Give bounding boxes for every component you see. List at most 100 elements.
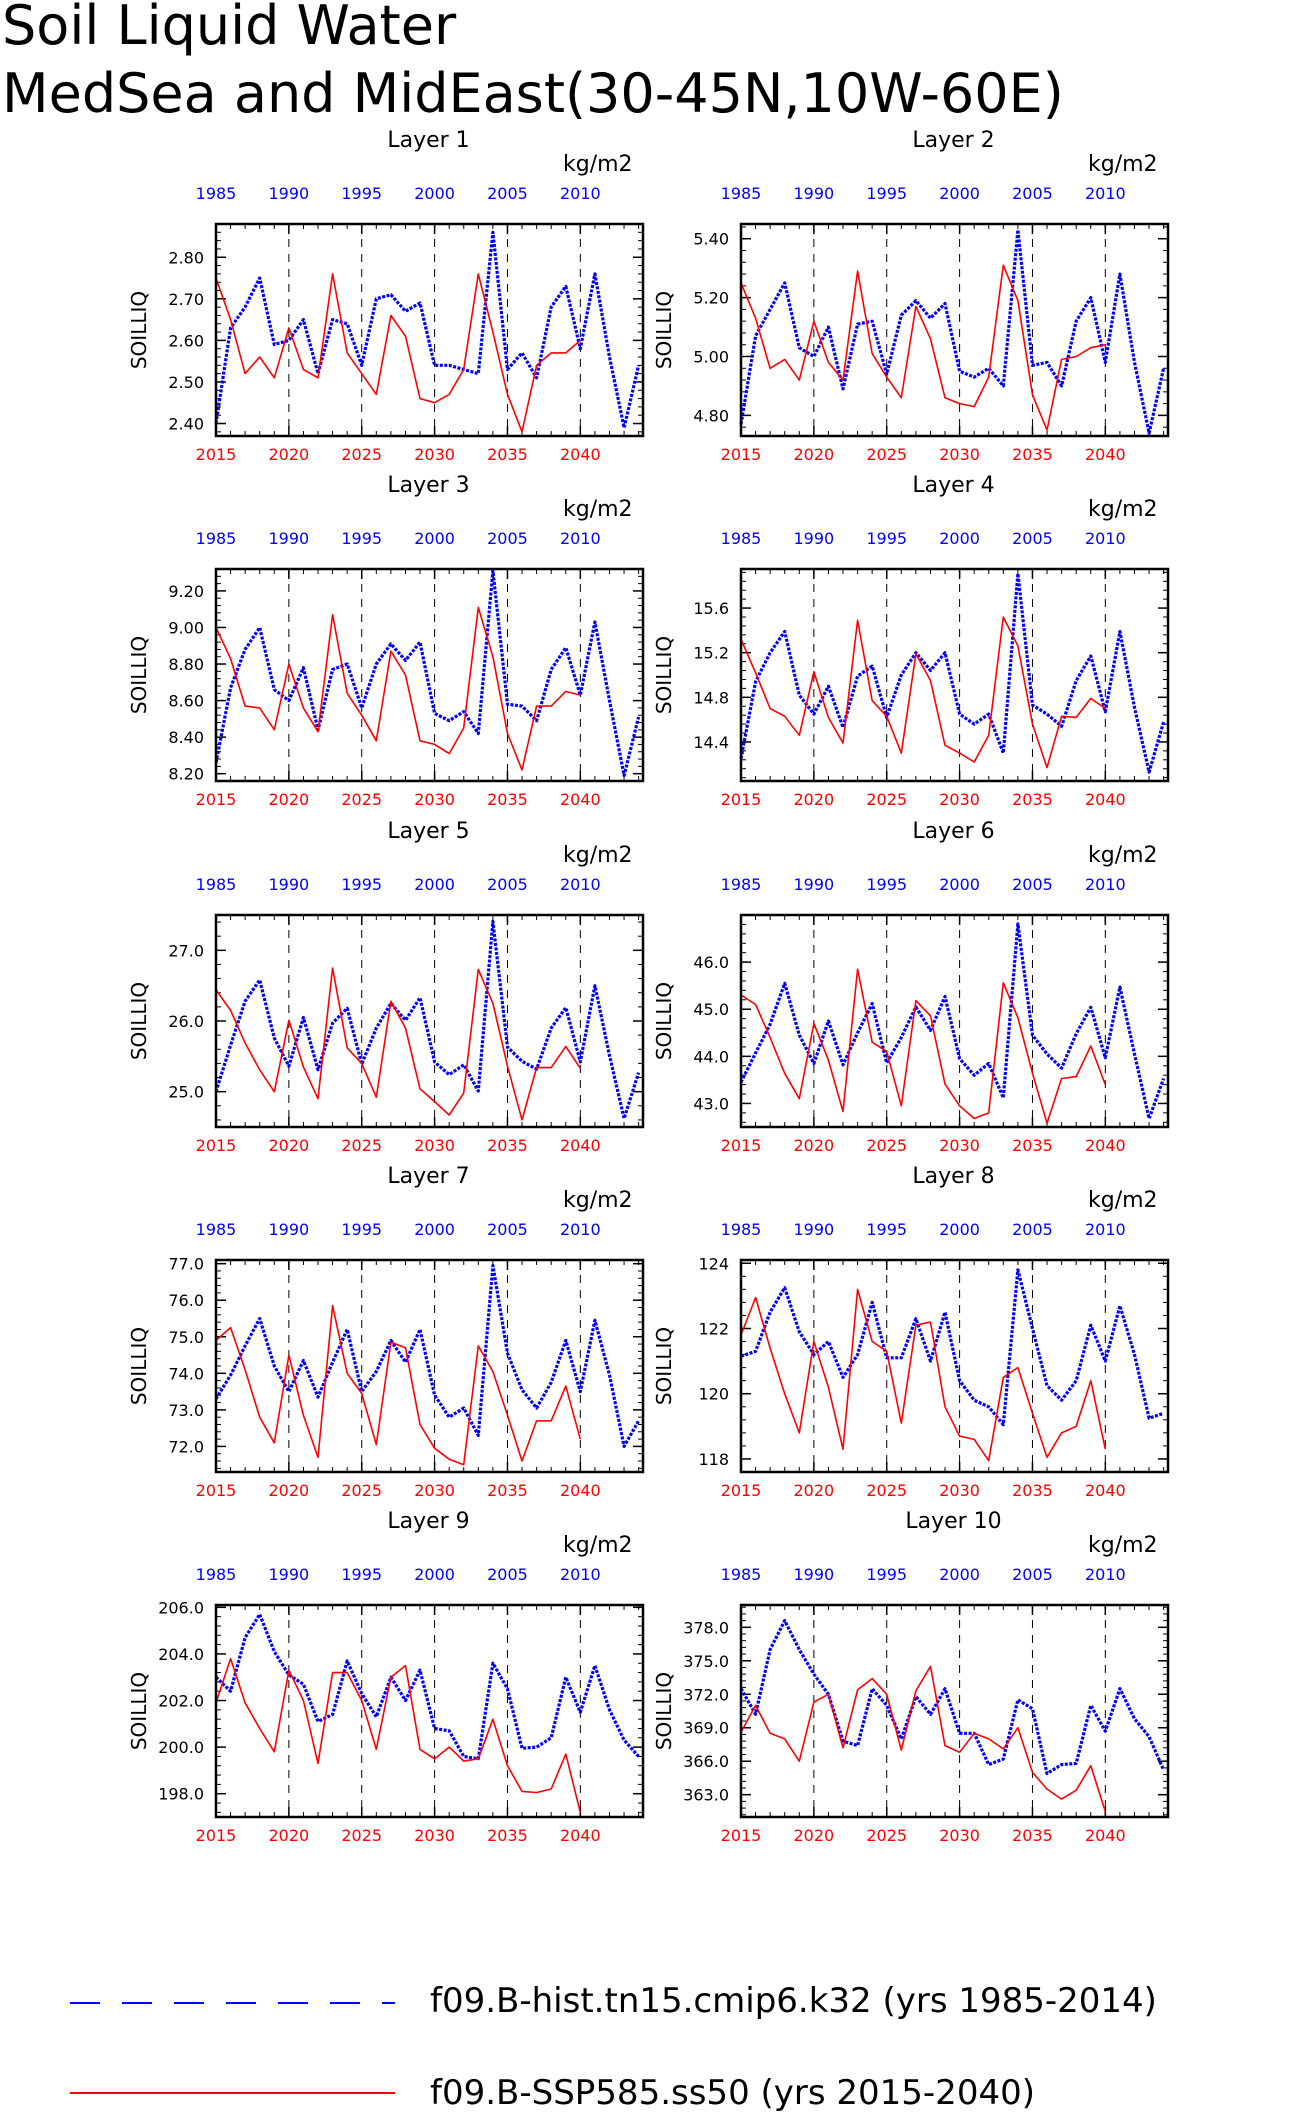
y-tick-label: 124: [698, 1254, 729, 1273]
x-tick-label-top: 2000: [939, 1220, 980, 1239]
x-tick-label-bottom: 2015: [721, 1481, 762, 1500]
panel-title: Layer 4: [912, 473, 994, 498]
x-tick-label-bottom: 2015: [721, 790, 762, 809]
x-tick-label-top: 2010: [1085, 1565, 1126, 1584]
y-tick-label: 198.0: [158, 1785, 204, 1804]
x-tick-label-top: 1985: [196, 875, 237, 894]
x-tick-label-bottom: 2030: [414, 1136, 455, 1155]
panel-title: Layer 1: [387, 128, 469, 153]
y-tick-label: 75.0: [168, 1328, 204, 1347]
y-tick-label: 118: [698, 1450, 729, 1469]
ssp-series-line: [740, 968, 1107, 1124]
x-tick-label-bottom: 2035: [1012, 1826, 1053, 1845]
x-tick-label-top: 1995: [341, 1565, 382, 1584]
y-tick-label: 45.0: [693, 1000, 729, 1019]
y-tick-label: 8.80: [168, 655, 204, 674]
x-tick-label-bottom: 2025: [341, 1826, 382, 1845]
y-axis-label: SOILLIQ: [652, 982, 676, 1060]
x-tick-label-bottom: 2020: [269, 790, 310, 809]
x-tick-label-bottom: 2020: [794, 1136, 835, 1155]
units-label: kg/m2: [1088, 1188, 1158, 1213]
x-tick-label-bottom: 2030: [414, 445, 455, 464]
x-tick-label-bottom: 2040: [560, 790, 601, 809]
x-tick-label-top: 1995: [866, 875, 907, 894]
x-tick-label-bottom: 2030: [414, 1826, 455, 1845]
x-tick-label-bottom: 2025: [866, 790, 907, 809]
x-tick-label-top: 1985: [196, 1565, 237, 1584]
panel-title: Layer 8: [912, 1164, 994, 1189]
ssp-series-line: [740, 1665, 1107, 1812]
panel-title: Layer 7: [387, 1164, 469, 1189]
panel-title: Layer 10: [905, 1509, 1001, 1534]
x-tick-label-bottom: 2040: [560, 1481, 601, 1500]
plot-frame: [739, 1258, 1170, 1474]
layer-panel-2: Layer 2 kg/m2 SOILLIQ 2015 1985 2020 1990 2025 1…: [652, 128, 1170, 464]
x-tick-label-bottom: 2025: [341, 1481, 382, 1500]
y-tick-label: 74.0: [168, 1364, 204, 1383]
units-label: kg/m2: [1088, 152, 1158, 177]
y-tick-label: 43.0: [693, 1094, 729, 1113]
x-tick-label-bottom: 2015: [196, 1481, 237, 1500]
x-tick-label-top: 1990: [794, 1565, 835, 1584]
x-tick-label-bottom: 2020: [269, 445, 310, 464]
units-label: kg/m2: [563, 1533, 633, 1558]
x-tick-label-top: 2010: [560, 875, 601, 894]
y-tick-label: 15.2: [693, 644, 729, 663]
x-tick-label-top: 2005: [487, 1220, 528, 1239]
x-tick-label-bottom: 2040: [1085, 1136, 1126, 1155]
y-axis-label: SOILLIQ: [652, 291, 676, 369]
x-tick-label-top: 2000: [939, 529, 980, 548]
panel-title: Layer 5: [387, 819, 469, 844]
x-tick-label-bottom: 2015: [721, 1826, 762, 1845]
x-tick-label-top: 1990: [269, 875, 310, 894]
x-tick-label-top: 2010: [560, 184, 601, 203]
panel-grid: Layer 1 kg/m2 SOILLIQ 2015 1985 2020 1990 2025 1…: [127, 128, 1170, 1845]
units-label: kg/m2: [563, 497, 633, 522]
layer-panel-8: Layer 8 kg/m2 SOILLIQ 2015 1985 2020 1990 2025 1…: [652, 1164, 1170, 1500]
x-tick-label-bottom: 2025: [341, 1136, 382, 1155]
x-tick-label-bottom: 2025: [866, 1481, 907, 1500]
x-tick-label-bottom: 2020: [794, 1826, 835, 1845]
x-tick-label-top: 2000: [414, 875, 455, 894]
x-tick-label-bottom: 2040: [1085, 790, 1126, 809]
y-axis-label: SOILLIQ: [652, 1672, 676, 1750]
x-tick-label-bottom: 2025: [866, 445, 907, 464]
plot-frame: [739, 567, 1170, 783]
x-tick-label-bottom: 2040: [1085, 1826, 1126, 1845]
x-tick-label-bottom: 2015: [196, 790, 237, 809]
ssp-series-line: [740, 616, 1106, 769]
x-tick-label-top: 1990: [794, 875, 835, 894]
x-tick-label-bottom: 2015: [196, 1826, 237, 1845]
x-tick-label-top: 2000: [939, 184, 980, 203]
y-axis-label: SOILLIQ: [127, 982, 151, 1060]
x-tick-label-bottom: 2030: [939, 790, 980, 809]
units-label: kg/m2: [1088, 1533, 1158, 1558]
y-tick-label: 8.60: [168, 692, 204, 711]
plot-frame: [214, 222, 645, 438]
y-tick-label: 4.80: [693, 406, 729, 425]
legend-hist-label: f09.B-hist.tn15.cmip6.k32 (yrs 1985-2014…: [430, 1981, 1157, 2021]
x-tick-label-bottom: 2035: [1012, 1136, 1053, 1155]
layer-panel-1: Layer 1 kg/m2 SOILLIQ 2015 1985 2020 1990 2025 1…: [127, 128, 645, 464]
x-tick-label-bottom: 2020: [794, 790, 835, 809]
x-tick-label-top: 2010: [1085, 875, 1126, 894]
x-tick-label-top: 2005: [487, 875, 528, 894]
layer-panel-7: Layer 7 kg/m2 SOILLIQ 2015 1985 2020 1990 2025 1…: [127, 1164, 645, 1500]
y-tick-label: 202.0: [158, 1692, 204, 1711]
x-tick-label-bottom: 2025: [866, 1826, 907, 1845]
hist-series-line: [739, 922, 1166, 1121]
x-tick-label-top: 1985: [196, 529, 237, 548]
x-tick-label-top: 2005: [1012, 184, 1053, 203]
x-tick-label-bottom: 2025: [866, 1136, 907, 1155]
hist-series-line: [214, 569, 641, 778]
plot-frame: [214, 913, 645, 1129]
figure-title-line1: Soil Liquid Water: [2, 0, 457, 57]
x-tick-label-bottom: 2035: [487, 790, 528, 809]
x-tick-label-bottom: 2040: [560, 1136, 601, 1155]
x-tick-label-top: 1995: [341, 875, 382, 894]
units-label: kg/m2: [1088, 497, 1158, 522]
x-tick-label-top: 2000: [939, 875, 980, 894]
ssp-series-line: [740, 264, 1106, 431]
ssp-series-line: [215, 1304, 582, 1466]
x-tick-label-top: 2000: [414, 1565, 455, 1584]
